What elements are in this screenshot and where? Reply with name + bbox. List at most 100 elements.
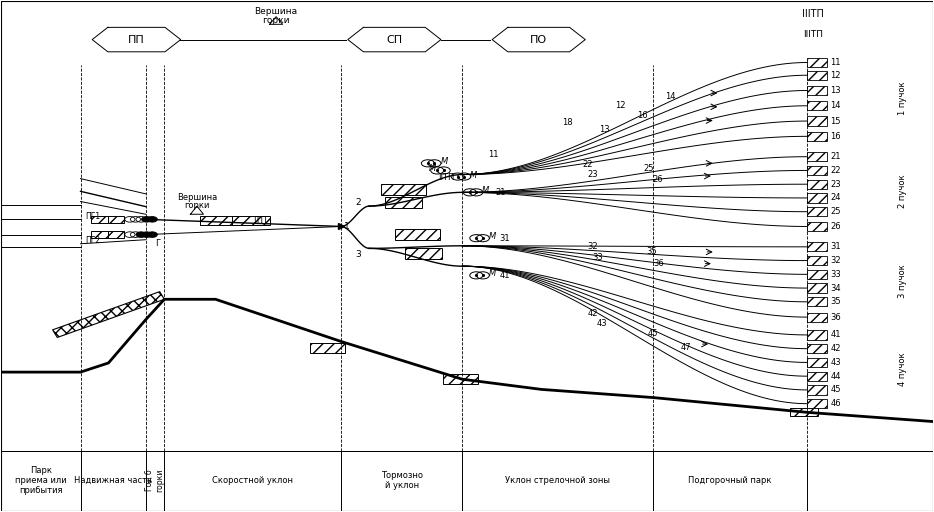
Bar: [91, 231, 107, 238]
Text: горки: горки: [184, 201, 209, 209]
Bar: [381, 184, 426, 196]
Bar: [807, 358, 828, 367]
Circle shape: [136, 232, 147, 238]
Text: горки: горки: [262, 16, 290, 25]
Circle shape: [142, 217, 152, 222]
Text: 43: 43: [830, 358, 841, 367]
Text: Надвижная часть: Надвижная часть: [74, 476, 152, 485]
Text: 46: 46: [830, 399, 841, 408]
Text: Скоростной уклон: Скоростной уклон: [212, 476, 293, 485]
Bar: [807, 372, 828, 381]
Text: IIТП: IIТП: [438, 173, 455, 182]
Bar: [807, 270, 828, 279]
Text: 1: 1: [344, 222, 350, 231]
Bar: [807, 242, 828, 251]
Bar: [807, 166, 828, 175]
Text: 33: 33: [592, 252, 602, 262]
Text: 35: 35: [830, 297, 841, 306]
Text: IIIТП: IIIТП: [803, 30, 824, 39]
Text: 36: 36: [830, 313, 841, 322]
Text: 2 пучок: 2 пучок: [899, 175, 907, 208]
Bar: [807, 399, 828, 408]
Text: 47: 47: [681, 343, 691, 352]
Text: M: M: [429, 164, 436, 173]
Bar: [807, 344, 828, 353]
Text: M: M: [488, 232, 496, 241]
Text: Вершина: Вершина: [255, 8, 298, 16]
Text: 21: 21: [495, 188, 505, 197]
Text: 45: 45: [648, 329, 658, 338]
Text: ПГ2: ПГ2: [85, 236, 100, 245]
Bar: [91, 216, 107, 223]
Text: 16: 16: [830, 132, 841, 141]
Text: M: M: [470, 171, 477, 180]
Text: 13: 13: [600, 125, 610, 134]
Text: 24: 24: [830, 194, 841, 202]
Circle shape: [142, 232, 152, 238]
Bar: [385, 198, 422, 208]
Circle shape: [148, 232, 157, 238]
Text: 36: 36: [654, 259, 664, 268]
Text: 22: 22: [830, 166, 841, 175]
Bar: [807, 222, 828, 231]
Text: 31: 31: [830, 242, 841, 251]
Text: 42: 42: [587, 309, 598, 317]
Text: 22: 22: [583, 160, 593, 169]
Text: Парк
приема или
прибытия: Парк приема или прибытия: [15, 466, 66, 496]
Text: 13: 13: [830, 86, 841, 95]
Text: 11: 11: [830, 58, 841, 67]
Bar: [807, 256, 828, 265]
Bar: [404, 248, 442, 259]
Bar: [807, 152, 828, 161]
Text: 14: 14: [830, 101, 841, 110]
Text: 31: 31: [500, 233, 510, 243]
Text: 15: 15: [830, 117, 841, 125]
Bar: [807, 58, 828, 67]
Text: 14: 14: [665, 92, 675, 101]
Bar: [807, 297, 828, 306]
Bar: [807, 116, 828, 125]
Text: Вершина: Вершина: [177, 193, 217, 202]
Bar: [807, 86, 828, 95]
Text: 32: 32: [587, 242, 598, 251]
Text: 1 пучок: 1 пучок: [899, 82, 907, 115]
Text: 32: 32: [830, 256, 841, 265]
Text: 23: 23: [830, 180, 841, 189]
Text: Подгорочный парк: Подгорочный парк: [688, 476, 771, 485]
Text: СП: СП: [387, 35, 403, 45]
Text: ПГ1: ПГ1: [85, 212, 100, 221]
Bar: [807, 71, 828, 80]
Text: 3 пучок: 3 пучок: [899, 265, 907, 298]
Bar: [107, 231, 124, 238]
Polygon shape: [52, 292, 164, 337]
Text: 26: 26: [653, 175, 663, 184]
Text: IIIТП: IIIТП: [802, 9, 825, 19]
Text: 33: 33: [830, 270, 841, 279]
Text: 35: 35: [646, 247, 657, 257]
Bar: [807, 312, 828, 322]
Text: 45: 45: [830, 386, 841, 394]
Circle shape: [148, 217, 157, 222]
Text: Год б
горки: Год б горки: [146, 469, 164, 492]
Text: 11: 11: [488, 150, 499, 159]
Bar: [233, 216, 270, 225]
Text: 26: 26: [830, 222, 841, 231]
Text: 3: 3: [355, 250, 361, 259]
Bar: [395, 228, 440, 240]
Text: M: M: [482, 186, 489, 195]
Text: Г: Г: [155, 239, 161, 248]
Text: 42: 42: [830, 344, 841, 353]
Bar: [443, 374, 478, 385]
Bar: [107, 216, 124, 223]
Bar: [807, 386, 828, 395]
Text: 2: 2: [355, 198, 361, 206]
Text: M: M: [441, 157, 448, 166]
Bar: [807, 180, 828, 189]
Bar: [807, 132, 828, 141]
Text: 21: 21: [830, 152, 841, 161]
Text: Тормозно
й уклон: Тормозно й уклон: [381, 471, 423, 490]
Text: 25: 25: [830, 207, 841, 216]
Text: ПО: ПО: [531, 35, 547, 45]
Bar: [807, 284, 828, 293]
Bar: [807, 194, 828, 203]
